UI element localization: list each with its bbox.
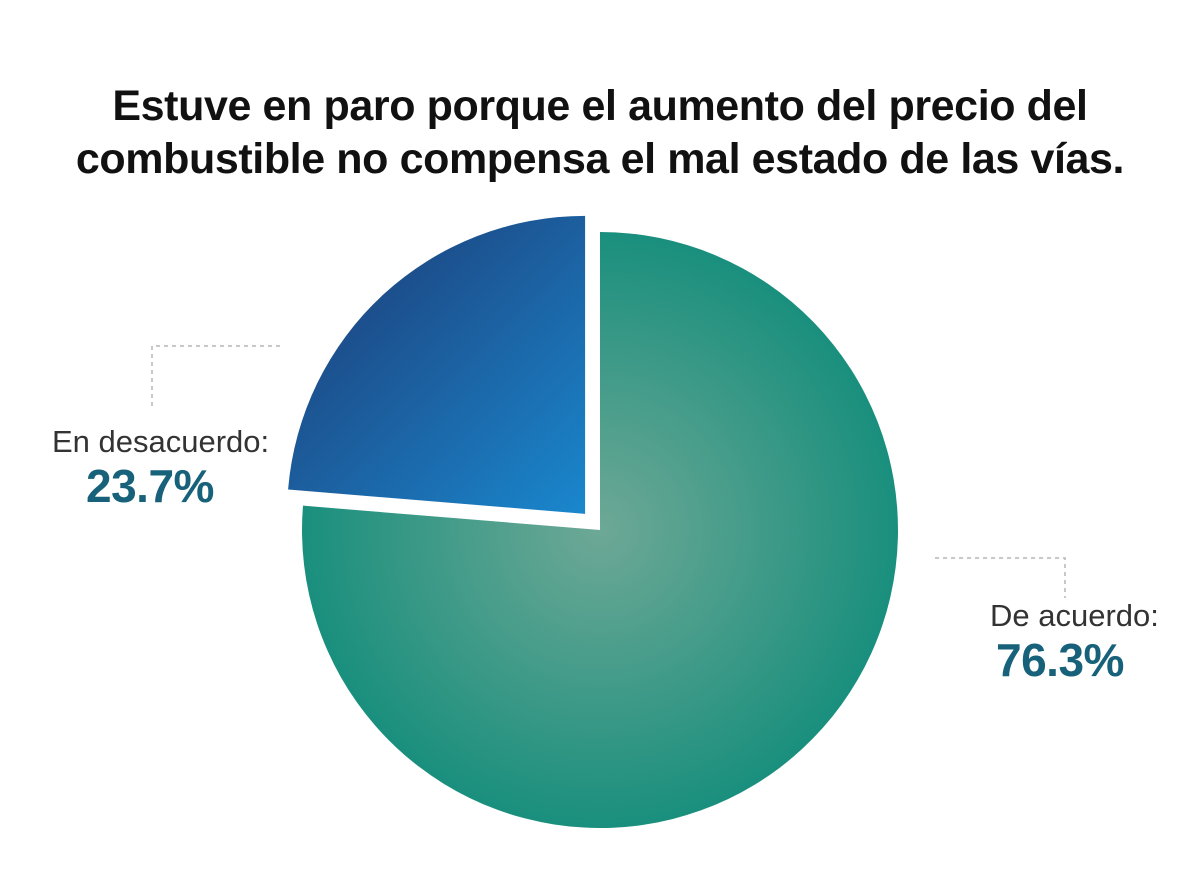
slice-name-de-acuerdo: De acuerdo: — [990, 598, 1159, 633]
chart-title-line-2: combustible no compensa el mal estado de… — [75, 135, 1125, 184]
slice-value-de-acuerdo: 76.3% — [996, 634, 1124, 686]
label-en-desacuerdo: En desacuerdo: 23.7% — [52, 426, 282, 509]
chart-title: Estuve en paro porque el aumento del pre… — [0, 80, 1200, 187]
leader-line-de-acuerdo — [935, 557, 1066, 598]
slice-name-en-desacuerdo: En desacuerdo: — [52, 424, 270, 459]
label-de-acuerdo: De acuerdo: 76.3% — [990, 600, 1190, 683]
slice-value-en-desacuerdo: 23.7% — [86, 460, 214, 512]
leader-lines — [151, 345, 1066, 598]
leader-line-en-desacuerdo — [151, 345, 280, 406]
chart-title-line-1: Estuve en paro porque el aumento del pre… — [112, 82, 1088, 130]
pie-slice-de-acuerdo — [302, 232, 898, 828]
pie-slice-en-desacuerdo — [288, 215, 586, 514]
pie-slices — [288, 215, 898, 828]
